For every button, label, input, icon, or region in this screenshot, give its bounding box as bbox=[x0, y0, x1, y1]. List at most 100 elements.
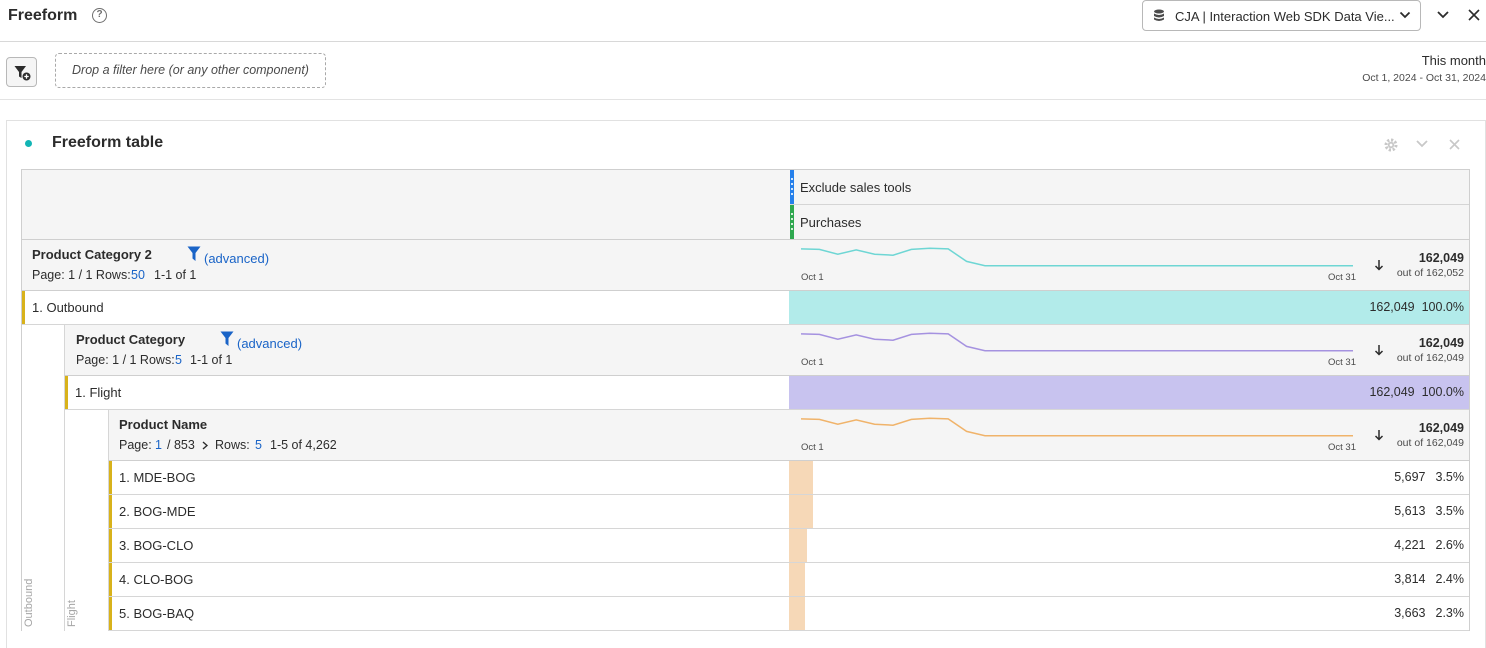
row-accent bbox=[22, 291, 25, 324]
row-accent bbox=[109, 529, 112, 562]
breakdown-column-outbound bbox=[22, 325, 65, 631]
page-total: / 853 bbox=[167, 438, 195, 452]
row-value-number: 5,697 bbox=[1394, 470, 1426, 484]
freeform-table: Exclude sales tools Purchases Product Ca… bbox=[21, 169, 1470, 631]
sparkline-end-label: Oct 31 bbox=[1328, 357, 1356, 368]
dimension-name[interactable]: Product Category 2 bbox=[32, 247, 152, 262]
percent-bar bbox=[789, 563, 805, 596]
column-header bbox=[22, 170, 1469, 240]
row-value-percent: 2.6% bbox=[1435, 538, 1465, 552]
sort-desc-icon[interactable] bbox=[1374, 259, 1384, 271]
database-icon bbox=[1154, 9, 1164, 21]
data-view-selector[interactable]: CJA | Interaction Web SDK Data Vie... bbox=[1142, 0, 1421, 31]
chevron-down-icon bbox=[1399, 11, 1411, 19]
row-label[interactable]: 5. BOG-BAQ bbox=[119, 606, 195, 621]
panel-collapse-icon[interactable] bbox=[1415, 139, 1429, 149]
column-header-divider bbox=[790, 204, 1469, 205]
row-value: 162,049 100.0% bbox=[1369, 385, 1464, 399]
row-label[interactable]: 1. MDE-BOG bbox=[119, 470, 196, 485]
segment-drag-handle[interactable] bbox=[790, 170, 794, 204]
row-accent bbox=[109, 461, 112, 494]
row-value-percent: 2.4% bbox=[1435, 572, 1465, 586]
row-label[interactable]: 1. Flight bbox=[75, 385, 122, 400]
date-range-label[interactable]: This month bbox=[1421, 53, 1486, 68]
row-value: 3,814 2.4% bbox=[1394, 572, 1464, 586]
dimension-name[interactable]: Product Name bbox=[119, 417, 208, 432]
row-range: 1-1 of 1 bbox=[190, 353, 233, 367]
sparkline-start-label: Oct 1 bbox=[801, 272, 824, 283]
table-row-flight[interactable]: 1. Flight 162,049 100.0% bbox=[65, 376, 1469, 410]
row-value-number: 162,049 bbox=[1369, 300, 1415, 314]
date-range-value[interactable]: Oct 1, 2024 - Oct 31, 2024 bbox=[1362, 72, 1486, 84]
row-value-percent: 3.5% bbox=[1435, 504, 1465, 518]
funnel-icon[interactable] bbox=[220, 331, 234, 347]
row-value: 5,697 3.5% bbox=[1394, 470, 1464, 484]
column-total-out-of: out of 162,049 bbox=[1396, 352, 1464, 364]
row-value-number: 5,613 bbox=[1394, 504, 1426, 518]
sparkline-end-label: Oct 31 bbox=[1328, 272, 1356, 283]
sparkline-path bbox=[800, 332, 1353, 352]
pagination-prefix: Page: bbox=[119, 438, 152, 452]
filter-drop-zone[interactable]: Drop a filter here (or any other compone… bbox=[55, 53, 326, 88]
percent-bar bbox=[789, 597, 805, 630]
table-row[interactable]: 1. MDE-BOG 5,697 3.5% bbox=[109, 461, 1469, 495]
percent-bar bbox=[789, 291, 1469, 324]
page-number-selector[interactable]: 1 bbox=[155, 438, 162, 452]
row-label[interactable]: 3. BOG-CLO bbox=[119, 538, 194, 553]
table-row[interactable]: 5. BOG-BAQ 3,663 2.3% bbox=[109, 597, 1469, 631]
pagination-label: Page: 1 / 1 Rows: bbox=[76, 353, 175, 367]
row-value: 4,221 2.6% bbox=[1394, 538, 1464, 552]
row-accent bbox=[65, 376, 68, 409]
add-filter-button[interactable] bbox=[6, 57, 37, 87]
row-label[interactable]: 4. CLO-BOG bbox=[119, 572, 194, 587]
column-total: 162,049 bbox=[1418, 336, 1464, 350]
table-row[interactable]: 4. CLO-BOG 3,814 2.4% bbox=[109, 563, 1469, 597]
percent-bar bbox=[789, 529, 807, 562]
row-label[interactable]: 2. BOG-MDE bbox=[119, 504, 196, 519]
row-label[interactable]: 1. Outbound bbox=[32, 300, 104, 315]
table-row[interactable]: 2. BOG-MDE 5,613 3.5% bbox=[109, 495, 1469, 529]
row-value-number: 4,221 bbox=[1394, 538, 1426, 552]
trend-sparkline bbox=[800, 417, 1353, 437]
advanced-filter-link[interactable]: (advanced) bbox=[204, 251, 270, 266]
dimension-name[interactable]: Product Category bbox=[76, 332, 186, 347]
row-value: 162,049 100.0% bbox=[1369, 300, 1464, 314]
sparkline-end-label: Oct 31 bbox=[1328, 442, 1356, 453]
metric-drag-handle[interactable] bbox=[790, 205, 794, 239]
rows-label: Rows: bbox=[215, 438, 250, 452]
metric-column-label[interactable]: Purchases bbox=[800, 215, 862, 230]
table-row-outbound[interactable]: 1. Outbound 162,049 100.0% bbox=[22, 291, 1469, 325]
table-row[interactable]: 3. BOG-CLO 4,221 2.6% bbox=[109, 529, 1469, 563]
row-value-percent: 2.3% bbox=[1435, 606, 1465, 620]
sparkline-path bbox=[800, 417, 1353, 437]
app-title: Freeform bbox=[8, 7, 78, 24]
close-icon[interactable] bbox=[1468, 9, 1480, 21]
row-range: 1-1 of 1 bbox=[154, 268, 197, 282]
row-value-number: 3,814 bbox=[1394, 572, 1426, 586]
sparkline-start-label: Oct 1 bbox=[801, 357, 824, 368]
collapse-chevron-icon[interactable] bbox=[1436, 9, 1450, 21]
row-value-number: 3,663 bbox=[1394, 606, 1426, 620]
sort-desc-icon[interactable] bbox=[1374, 429, 1384, 441]
row-value-percent: 100.0% bbox=[1421, 300, 1464, 314]
panel-close-icon[interactable] bbox=[1449, 139, 1460, 150]
breakdown-column-flight bbox=[65, 410, 109, 631]
gear-icon[interactable] bbox=[1383, 137, 1399, 153]
chevron-right-icon[interactable] bbox=[202, 441, 208, 450]
row-accent bbox=[109, 597, 112, 630]
percent-bar bbox=[789, 461, 813, 494]
row-accent bbox=[109, 495, 112, 528]
rows-per-page-selector[interactable]: 5 bbox=[175, 353, 182, 367]
panel-status-dot bbox=[25, 140, 32, 147]
sort-desc-icon[interactable] bbox=[1374, 344, 1384, 356]
help-icon[interactable]: ? bbox=[92, 8, 107, 23]
funnel-icon[interactable] bbox=[187, 246, 201, 262]
segment-column-label[interactable]: Exclude sales tools bbox=[800, 180, 912, 195]
breakdown-label-outbound: Outbound bbox=[23, 578, 35, 627]
rows-per-page-selector[interactable]: 5 bbox=[255, 438, 262, 452]
rows-per-page-selector[interactable]: 50 bbox=[131, 268, 145, 282]
advanced-filter-link[interactable]: (advanced) bbox=[237, 336, 303, 351]
panel-title[interactable]: Freeform table bbox=[52, 134, 164, 151]
column-total: 162,049 bbox=[1418, 421, 1464, 435]
percent-bar bbox=[789, 376, 1469, 409]
